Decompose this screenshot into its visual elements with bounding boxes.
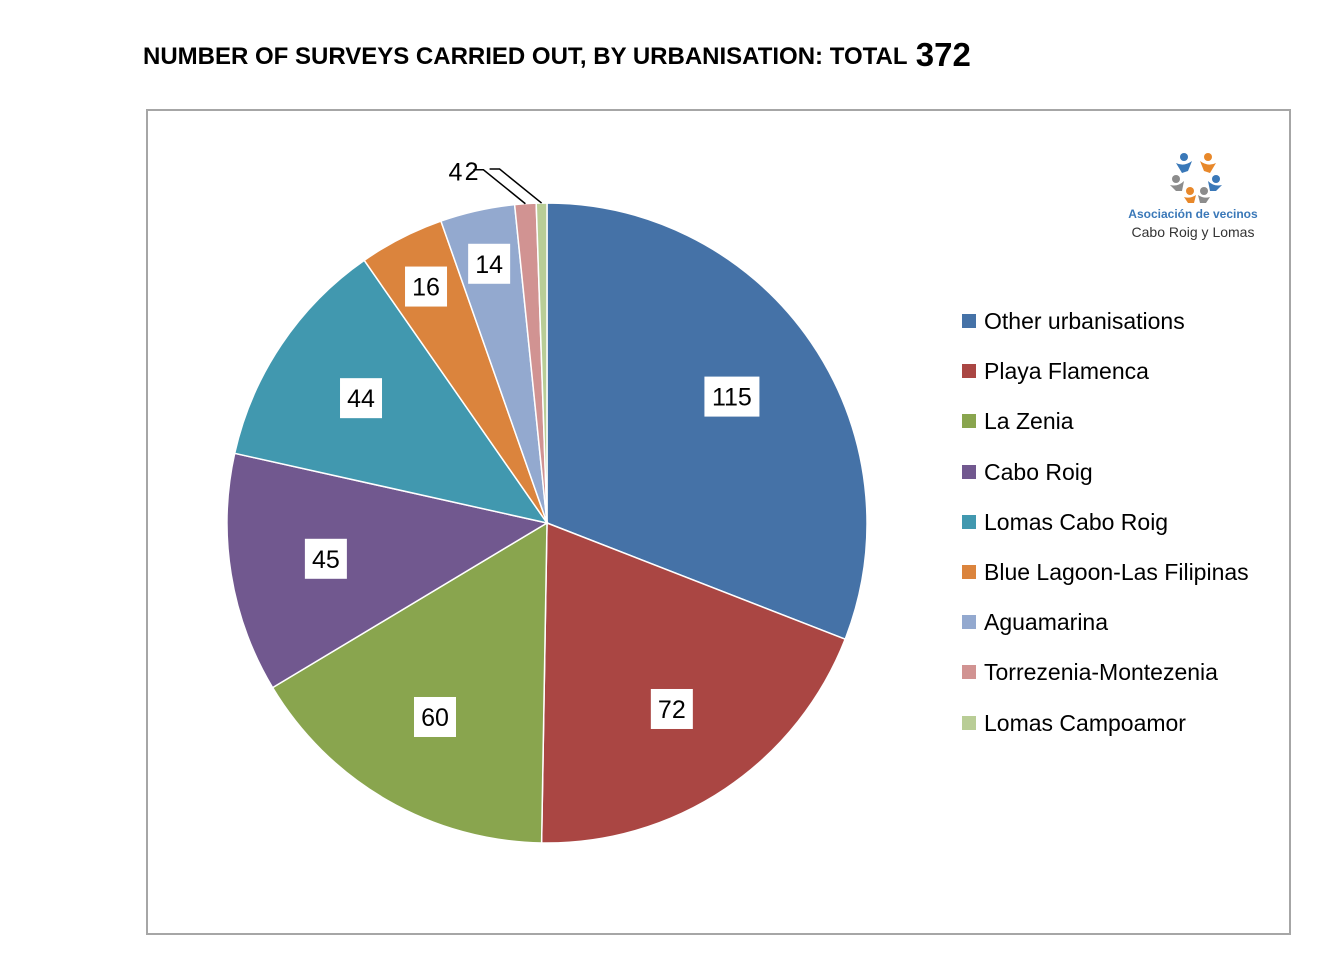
association-logo: Asociación de vecinos Cabo Roig y Lomas	[1118, 150, 1268, 245]
svg-text:60: 60	[421, 704, 449, 732]
pie-slice-la-zenia	[271, 521, 548, 844]
legend-label: Lomas Cabo Roig	[984, 508, 1169, 535]
legend-swatch	[962, 615, 976, 630]
chart-title-text: NUMBER OF SURVEYS CARRIED OUT, BY URBANI…	[143, 43, 908, 70]
chart-frame	[146, 109, 1291, 935]
legend-label: Playa Flamenca	[984, 358, 1149, 385]
svg-text:14: 14	[475, 251, 503, 279]
chart-title-total: 372	[915, 36, 971, 73]
legend-swatch	[962, 464, 976, 479]
data-label-blue-lagoon-las-filipinas: 16	[405, 266, 448, 307]
data-label-torrezenia-montezenia: 4	[448, 159, 526, 205]
svg-text:45: 45	[312, 546, 340, 574]
chart-title: NUMBER OF SURVEYS CARRIED OUT, BY URBANI…	[143, 30, 971, 80]
pie-slice-lomas-campoamor	[535, 202, 548, 524]
legend-label: Lomas Campoamor	[984, 709, 1186, 736]
legend-label: Aguamarina	[984, 609, 1109, 636]
legend-label: Other urbanisations	[984, 308, 1185, 334]
svg-text:16: 16	[412, 274, 440, 302]
data-label-playa-flamenca: 72	[650, 688, 693, 729]
data-label-la-zenia: 60	[414, 696, 456, 737]
pie-slice-cabo-roig	[226, 452, 549, 689]
legend-swatch	[962, 665, 976, 680]
legend-swatch	[962, 565, 976, 579]
svg-text:115: 115	[712, 384, 752, 412]
svg-text:44: 44	[347, 385, 375, 413]
legend-label: La Zenia	[984, 408, 1074, 435]
data-label-lomas-campoamor: 2	[465, 158, 543, 204]
data-label-aguamarina: 14	[468, 243, 511, 284]
legend-label: Cabo Roig	[984, 458, 1093, 485]
data-label-other-urbanisations: 115	[704, 376, 760, 417]
pie-slice-playa-flamenca	[540, 521, 847, 844]
legend-swatch	[962, 364, 976, 379]
legend-swatch	[962, 715, 976, 730]
data-label-cabo-roig: 45	[304, 538, 347, 579]
logo-line-1: Asociación de vecinos	[1128, 207, 1258, 221]
pie-slice-lomas-cabo-roig	[233, 259, 549, 525]
logo-line-2: Cabo Roig y Lomas	[1131, 224, 1255, 240]
legend-label: Torrezenia-Montezenia	[984, 659, 1218, 686]
legend-swatch	[962, 314, 976, 328]
legend-swatch	[962, 414, 976, 429]
data-label-lomas-cabo-roig: 44	[340, 378, 383, 419]
svg-text:2: 2	[465, 158, 479, 186]
people-circle-logo-icon	[1170, 153, 1222, 203]
legend-swatch	[962, 514, 976, 529]
legend-label: Blue Lagoon-Las Filipinas	[984, 559, 1249, 585]
svg-text:4: 4	[448, 159, 462, 187]
svg-text:72: 72	[658, 696, 686, 724]
pie-slice-other-urbanisations	[546, 202, 868, 641]
